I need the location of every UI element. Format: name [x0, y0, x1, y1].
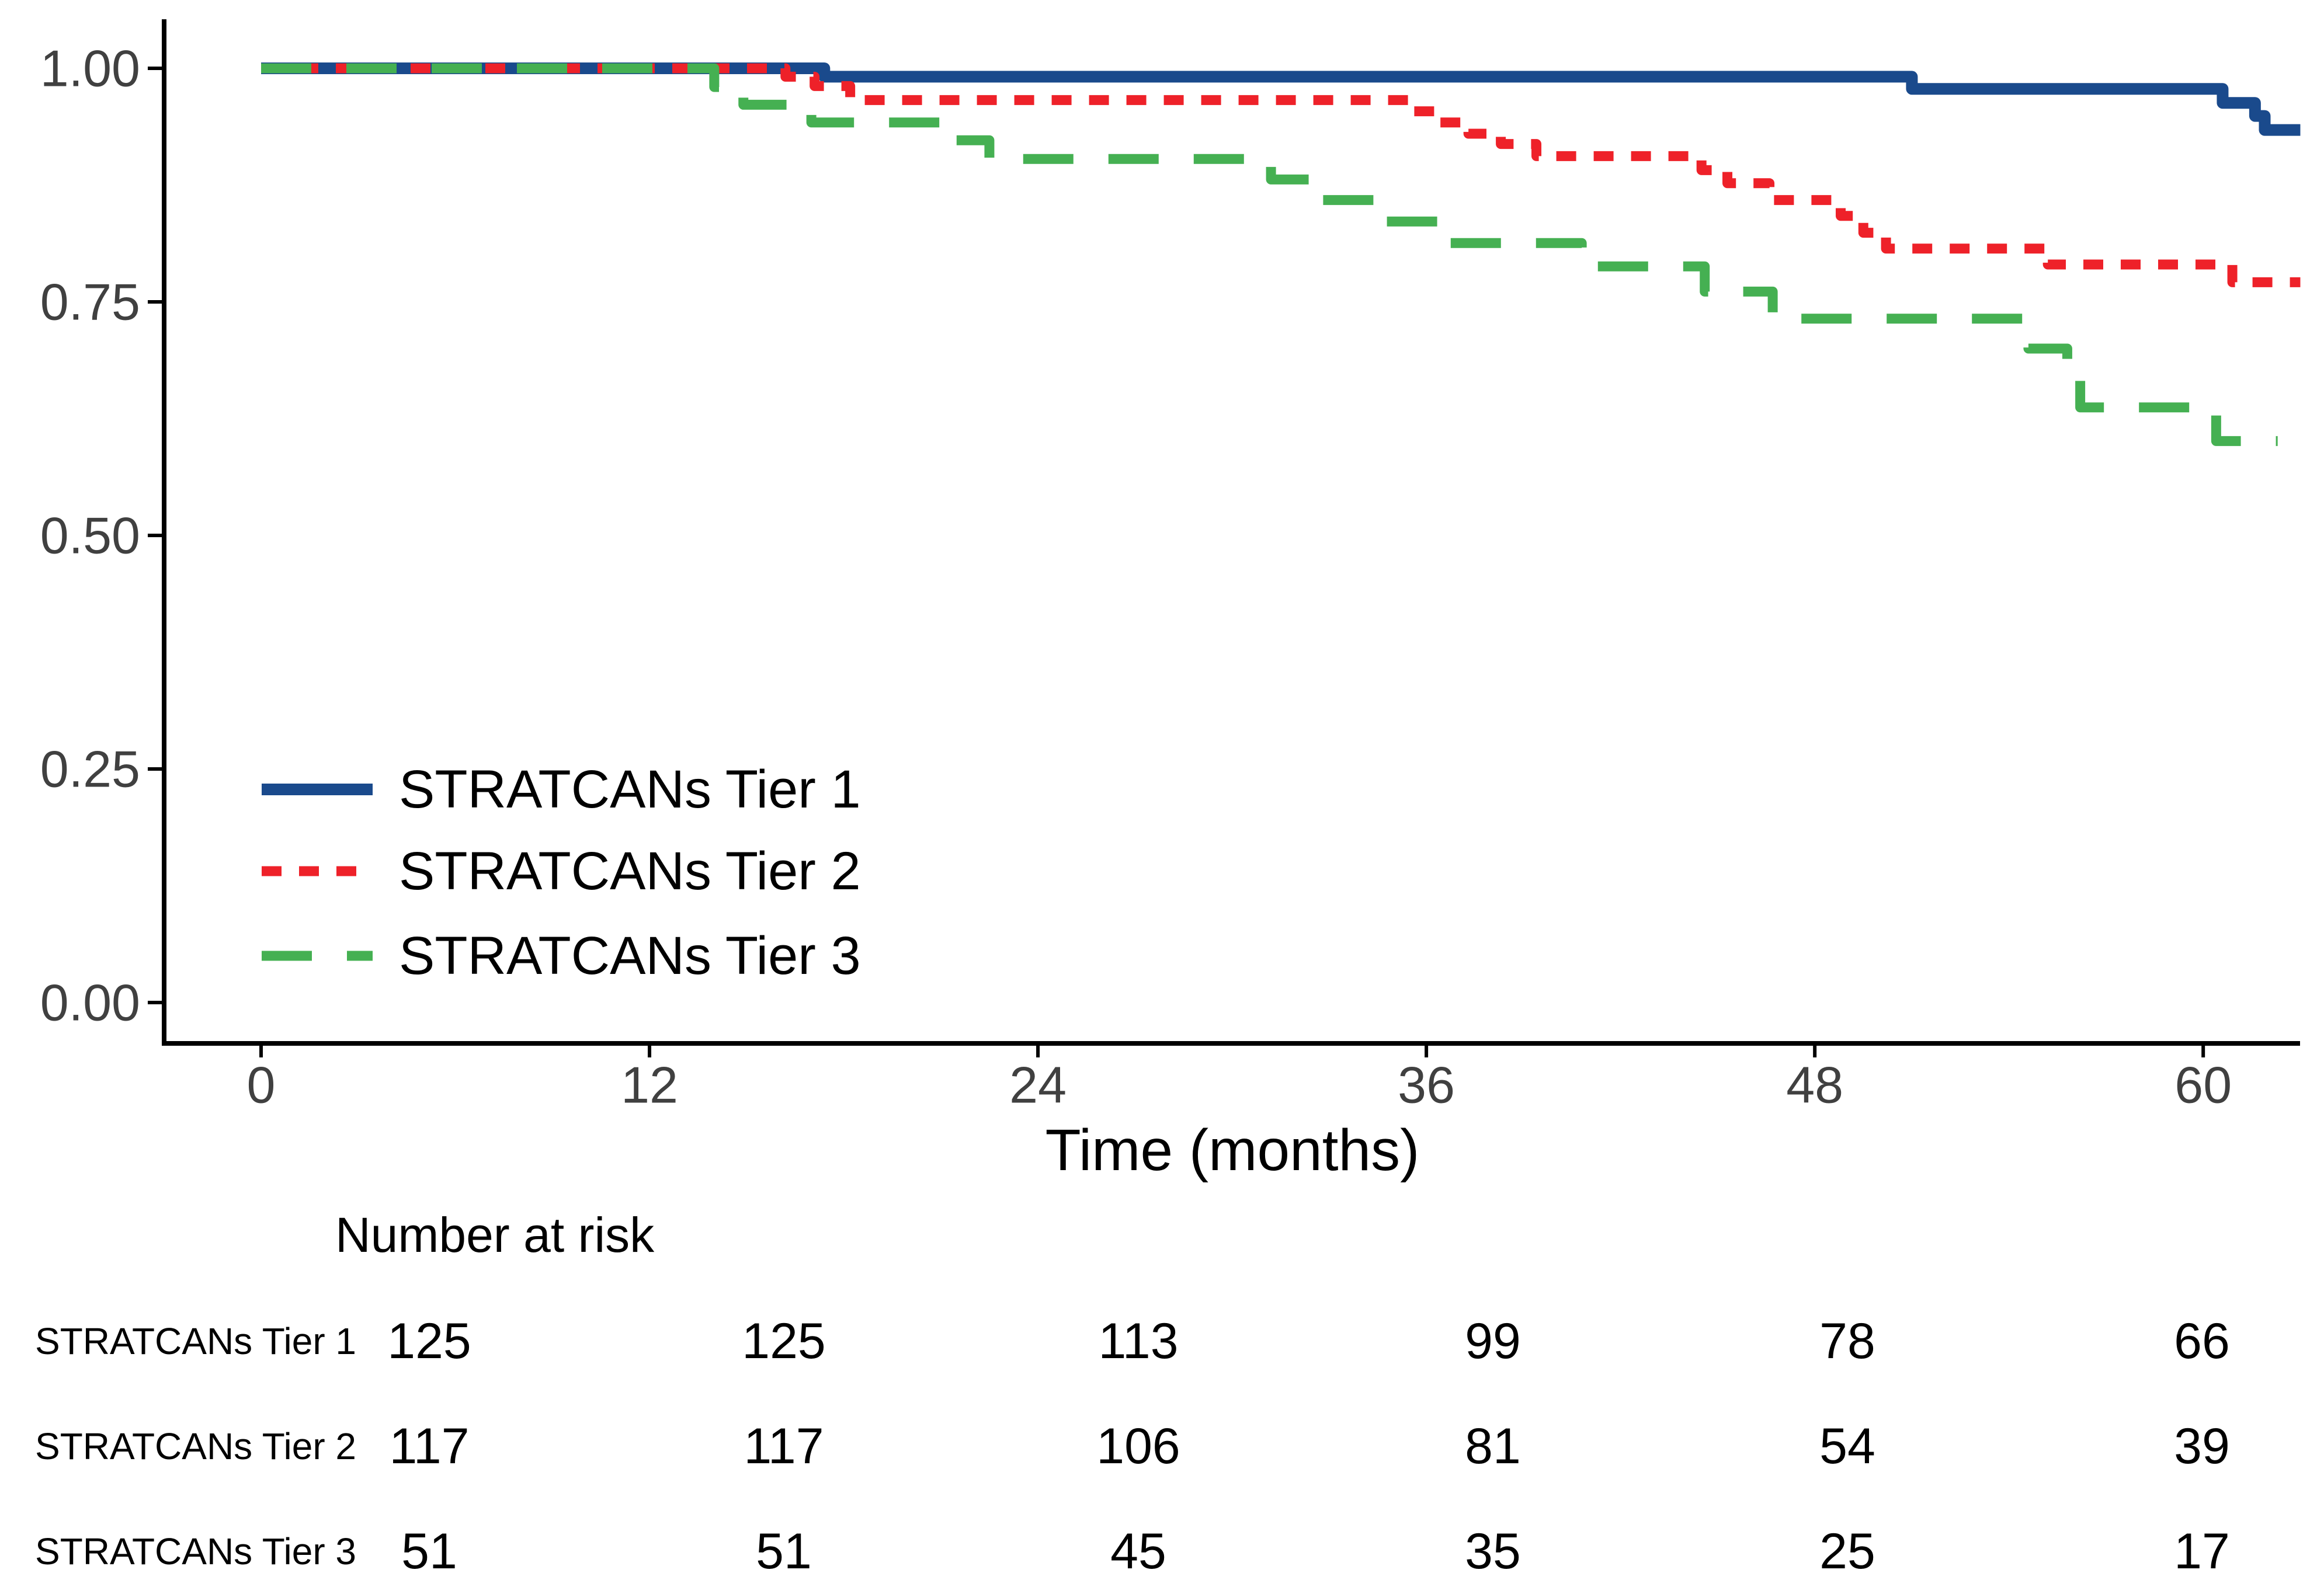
survival-curves [261, 62, 2301, 446]
survival-curve-1 [261, 62, 2301, 136]
risk-count: 106 [1096, 1418, 1180, 1474]
risk-count: 35 [1465, 1523, 1521, 1579]
legend-row-tier1: STRATCANs Tier 1 [262, 760, 861, 819]
x-axis-ticks: 0 12 24 36 48 60 [247, 1043, 2232, 1114]
survival-curve-2 [261, 63, 2301, 287]
legend: STRATCANs Tier 1 STRATCANs Tier 2 STRATC… [262, 760, 861, 986]
risk-count: 117 [744, 1418, 824, 1474]
legend-label-tier2: STRATCANs Tier 2 [399, 841, 861, 901]
y-tick-label: 0.75 [40, 273, 140, 331]
risk-count: 25 [1819, 1523, 1875, 1579]
y-tick-label: 0.00 [40, 974, 140, 1032]
y-tick-label: 0.50 [40, 507, 140, 565]
risk-count: 125 [742, 1313, 826, 1369]
risk-count: 81 [1465, 1418, 1521, 1474]
y-tick-label: 1.00 [40, 40, 140, 98]
axes: 1.00 0.75 0.50 0.25 0.00 0 12 24 36 48 60 [40, 19, 2300, 1114]
x-tick-label: 60 [2174, 1056, 2232, 1114]
x-tick-label: 48 [1786, 1056, 1843, 1114]
risk-count: 39 [2174, 1418, 2230, 1474]
risk-count: 78 [1819, 1313, 1875, 1369]
legend-row-tier2: STRATCANs Tier 2 [262, 841, 861, 901]
legend-label-tier1: STRATCANs Tier 1 [399, 760, 861, 819]
risk-count: 54 [1819, 1418, 1875, 1474]
risk-row-label: STRATCANs Tier 1 [35, 1320, 356, 1362]
legend-label-tier3: STRATCANs Tier 3 [399, 926, 861, 986]
risk-count: 51 [756, 1523, 812, 1579]
risk-count: 66 [2174, 1313, 2230, 1369]
risk-table-rows: STRATCANs Tier 1 125 125 113 99 78 66 STRATCANs… [35, 1313, 2230, 1579]
risk-row-label: STRATCANs Tier 2 [35, 1425, 356, 1467]
x-tick-label: 12 [621, 1056, 678, 1114]
survival-curve-3 [261, 63, 2278, 446]
y-axis-ticks: 1.00 0.75 0.50 0.25 0.00 [40, 40, 164, 1032]
risk-count: 125 [387, 1313, 471, 1369]
risk-table-title: Number at risk [335, 1207, 655, 1262]
risk-count: 45 [1110, 1523, 1166, 1579]
risk-row-label: STRATCANs Tier 3 [35, 1530, 356, 1572]
x-tick-label: 0 [247, 1056, 276, 1114]
y-tick-label: 0.25 [40, 740, 140, 798]
x-tick-label: 36 [1398, 1056, 1455, 1114]
risk-count: 99 [1465, 1313, 1521, 1369]
x-axis-title: Time (months) [1045, 1118, 1420, 1183]
risk-table: Number at risk STRATCANs Tier 1 125 125 113… [35, 1207, 2230, 1579]
x-tick-label: 24 [1009, 1056, 1067, 1114]
risk-count: 113 [1098, 1313, 1178, 1369]
risk-count: 51 [401, 1523, 457, 1579]
risk-count: 17 [2174, 1523, 2230, 1579]
legend-row-tier3: STRATCANs Tier 3 [262, 926, 861, 986]
risk-count: 117 [389, 1418, 469, 1474]
